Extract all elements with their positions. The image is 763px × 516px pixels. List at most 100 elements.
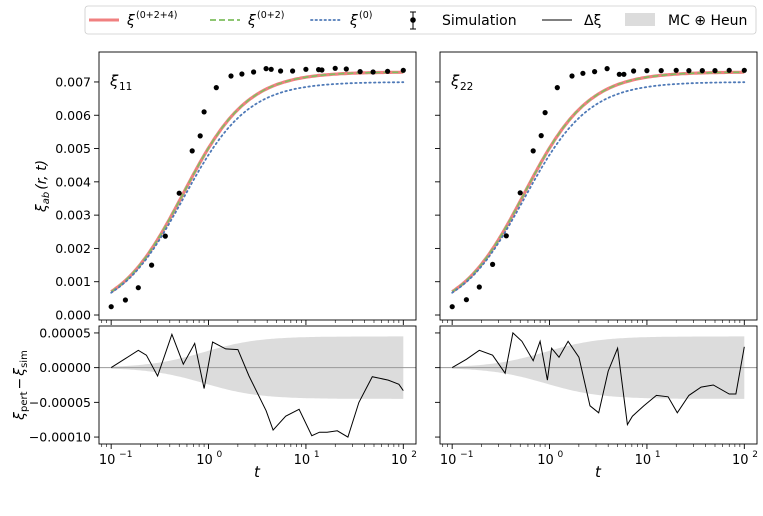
ylabel-top-args: (r, t) — [34, 160, 50, 190]
p2-xtick-label: 10 — [99, 453, 116, 468]
simulation-point — [592, 69, 598, 75]
p3-xtick-exp: −1 — [460, 450, 473, 460]
simulation-point — [686, 68, 692, 74]
series-xi-0-2-4 — [451, 70, 745, 294]
simulation-point — [604, 66, 610, 72]
p0-ytick-label: 0.001 — [55, 274, 91, 289]
legend-label-sim: Simulation — [442, 13, 517, 29]
p3-xtick-exp: 1 — [655, 450, 661, 460]
simulation-point — [263, 66, 269, 72]
panel-residual-right-frame — [439, 325, 758, 445]
legend-label-band: MC ⊕ Heun — [668, 13, 747, 29]
panel-xi22-label-sub: 22 — [460, 81, 473, 93]
simulation-point — [189, 148, 195, 154]
xlabel-right: t — [595, 463, 602, 481]
ylabel-bottom-sub-right: sim — [19, 350, 30, 368]
simulation-point — [268, 66, 274, 72]
series-xi-0-2 — [451, 71, 745, 293]
legend-frame — [84, 5, 757, 35]
ylabel-top-symbol: ξ — [34, 204, 50, 213]
p0-ytick-label: 0.006 — [55, 108, 91, 123]
p2-ytick-label: 0.00005 — [39, 325, 91, 340]
panel-xi22-label: ξ — [450, 72, 460, 90]
panel-xi11-label: ξ — [109, 72, 119, 90]
legend-label-zeroth: ξ — [349, 13, 358, 29]
simulation-point — [621, 71, 627, 77]
panel-xi11: 0.000 0.001 0.002 0.003 0.004 0.005 0.006 0.007… — [34, 51, 417, 325]
legend-label-second-sup: (0+2) — [257, 10, 284, 21]
simulation-point — [658, 68, 664, 74]
panel-residual-left-frame — [98, 325, 417, 445]
simulation-point — [449, 304, 455, 310]
simulation-point — [108, 304, 114, 310]
p3-xtick-label: 10 — [440, 453, 457, 468]
p0-ytick-label: 0.007 — [55, 74, 91, 89]
legend-swatch-sim-marker — [410, 17, 416, 23]
simulation-point — [162, 233, 168, 239]
simulation-point — [357, 69, 363, 75]
simulation-point — [135, 285, 141, 291]
simulation-point — [201, 109, 207, 115]
simulation-point — [303, 66, 309, 72]
simulation-point — [385, 68, 391, 74]
simulation-point — [278, 68, 284, 74]
series-xi-0-2 — [110, 71, 404, 293]
p3-xtick-exp: 0 — [558, 450, 564, 460]
legend-swatch-band — [625, 13, 655, 26]
series-xi-0 — [451, 81, 746, 294]
p2-ytick-label: −0.00005 — [29, 395, 91, 410]
xlabel-left: t — [254, 463, 261, 481]
p2-xtick-label: 10 — [294, 453, 311, 468]
simulation-point — [631, 68, 637, 74]
simulation-point — [213, 85, 219, 91]
simulation-point — [503, 233, 509, 239]
simulation-point — [319, 67, 325, 73]
simulation-point — [228, 73, 234, 79]
legend-label-delta: Δξ — [584, 13, 601, 29]
ylabel-bottom-sub-left: pert — [19, 391, 30, 412]
simulation-point — [176, 190, 182, 196]
simulation-point — [554, 85, 560, 91]
series-delta-xi — [110, 332, 404, 438]
legend-label-full-sup: (0+2+4) — [136, 10, 177, 21]
legend-label-zeroth-sup: (0) — [359, 10, 372, 21]
simulation-point — [644, 68, 650, 74]
p0-ytick-label: 0.005 — [55, 141, 91, 156]
p3-xtick-label: 10 — [732, 453, 749, 468]
p2-xtick-label: 10 — [196, 453, 213, 468]
ylabel-top: ξab (r, t) — [34, 160, 52, 213]
p2-ytick-label: 0.00000 — [39, 360, 91, 375]
simulation-point — [290, 68, 296, 74]
simulation-point — [517, 190, 523, 196]
simulation-point — [726, 67, 732, 73]
simulation-point — [149, 262, 155, 268]
simulation-point — [699, 68, 705, 74]
simulation-point — [239, 71, 245, 77]
legend-label-second: ξ — [247, 13, 256, 29]
ylabel-bottom: ξpert−ξsim — [12, 350, 30, 421]
p2-xtick-exp: 1 — [314, 450, 320, 460]
simulation-point — [580, 70, 586, 76]
ylabel-bottom-symbol: ξ — [12, 412, 28, 421]
panel-residual-right: 10 −1 10 0 10 1 10 2 t — [435, 325, 758, 481]
panel-residual-left: 10 −1 10 0 10 1 10 20.000050.00000−0.00005−0.00… — [12, 325, 417, 481]
p3-xtick-label: 10 — [635, 453, 652, 468]
series-xi-0 — [110, 81, 405, 294]
simulation-point — [616, 71, 622, 77]
p3-xtick-label: 10 — [537, 453, 554, 468]
p0-ytick-label: 0.000 — [55, 308, 91, 323]
panel-xi11-label-sub: 11 — [119, 81, 132, 93]
simulation-point — [530, 148, 536, 154]
simulation-point — [476, 284, 482, 290]
p2-xtick-exp: 0 — [217, 450, 223, 460]
simulation-point — [197, 133, 203, 139]
simulation-point — [569, 73, 575, 79]
simulation-point — [400, 67, 406, 73]
p2-xtick-label: 10 — [391, 453, 408, 468]
legend-label-full: ξ — [126, 13, 135, 29]
p3-xtick-exp: 2 — [752, 450, 758, 460]
ylabel-bottom-symbol-2: ξ — [12, 368, 28, 377]
p0-ytick-label: 0.002 — [55, 241, 91, 256]
series-delta-xi — [451, 331, 745, 427]
simulation-point — [122, 297, 128, 303]
